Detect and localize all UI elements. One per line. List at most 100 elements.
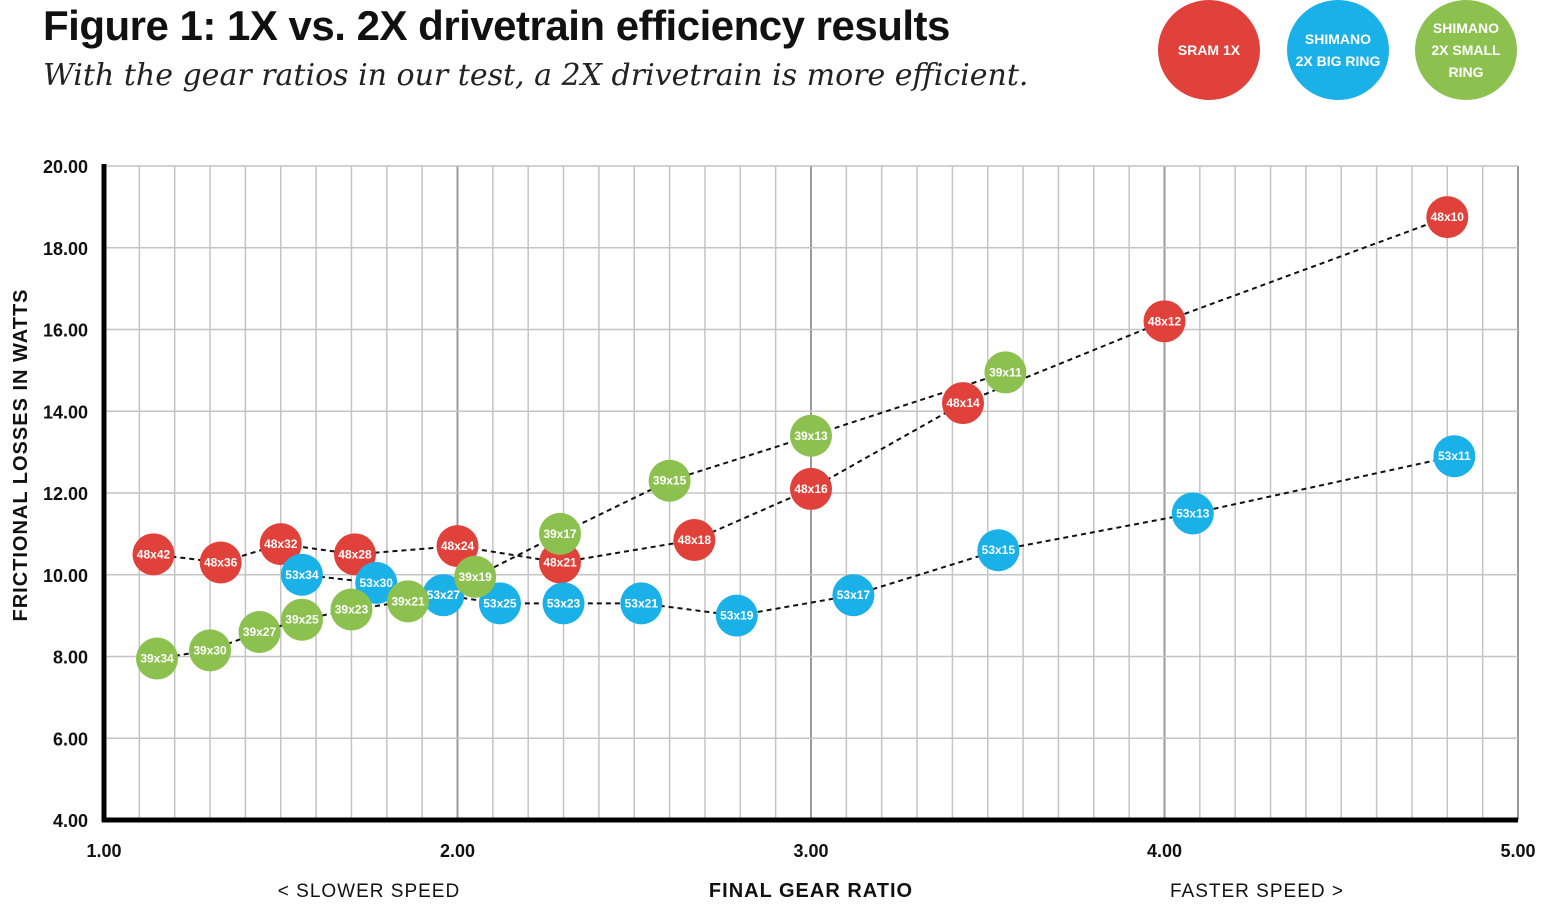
data-point-marker	[280, 553, 323, 596]
data-point: 39x30	[189, 629, 232, 672]
x-tick-label: 4.00	[1147, 841, 1182, 861]
data-point-marker	[648, 459, 691, 502]
y-tick-label: 16.00	[43, 321, 88, 341]
data-point-marker	[136, 637, 179, 680]
data-point-label: 39x34	[140, 652, 174, 666]
data-point-marker	[542, 582, 585, 625]
data-point-marker	[1426, 196, 1469, 239]
data-point-marker	[942, 382, 985, 425]
data-point-label: 39x21	[391, 594, 425, 608]
chart-subtitle: With the gear ratios in our test, a 2X d…	[43, 58, 1029, 93]
data-point: 39x19	[454, 555, 497, 598]
y-tick-label: 12.00	[43, 484, 88, 504]
legend-item-shimano-big-ring: SHIMANO 2X BIG RING	[1287, 0, 1389, 100]
data-point: 53x25	[478, 582, 521, 625]
data-point-marker	[387, 580, 430, 623]
data-point: 53x19	[715, 594, 758, 637]
data-point-label: 39x15	[653, 474, 687, 488]
x-tick-label: 2.00	[440, 841, 475, 861]
y-tick-labels: 4.00 6.00 8.00 10.00 12.00 14.00 16.00 18.00 20.…	[43, 157, 88, 831]
y-tick-label: 18.00	[43, 239, 88, 259]
axes	[101, 164, 1518, 823]
chart-title: Figure 1: 1X vs. 2X drivetrain efficienc…	[43, 2, 950, 49]
data-point-label: 48x42	[137, 547, 171, 561]
y-axis-title: FRICTIONAL LOSSES IN WATTS	[10, 288, 32, 621]
data-point-marker	[259, 523, 302, 566]
y-tick-label: 8.00	[53, 648, 88, 668]
data-point-label: 39x23	[335, 602, 369, 616]
data-point-label: 53x17	[837, 588, 871, 602]
data-point-marker	[422, 574, 465, 617]
data-point-marker	[539, 512, 582, 555]
data-point: 48x16	[790, 467, 832, 510]
data-point-marker	[1433, 435, 1476, 478]
data-point-marker	[1143, 300, 1186, 343]
data-point: 53x34	[280, 553, 323, 596]
data-point: 53x27	[422, 574, 465, 617]
data-point-label: 53x23	[547, 596, 581, 610]
data-point-marker	[454, 555, 497, 598]
data-point-label: 39x27	[243, 625, 277, 639]
data-point-marker	[673, 519, 716, 562]
data-point-marker	[189, 629, 232, 672]
x-tick-label: 5.00	[1500, 841, 1535, 861]
data-point: 53x13	[1171, 492, 1214, 535]
data-point-marker	[984, 351, 1027, 394]
data-points: 48x42 48x36 48x32 48x28 48x24 48x21 48x18 48x16…	[132, 196, 1476, 680]
data-point: 53x17	[832, 574, 875, 617]
data-point: 39x13	[790, 414, 832, 457]
data-point: 39x21	[387, 580, 430, 623]
data-point: 39x17	[539, 512, 582, 555]
data-point: 48x36	[199, 541, 242, 584]
legend-item-shimano-small-ring: SHIMANO 2X SMALL RING	[1415, 0, 1517, 100]
data-point-label: 48x36	[204, 555, 238, 569]
data-point-label: 53x34	[285, 568, 319, 582]
series-line-0	[153, 216, 1448, 564]
data-point-marker	[333, 533, 376, 576]
data-point-marker	[330, 588, 373, 631]
x-hint-slower: < SLOWER SPEED	[278, 881, 460, 902]
data-point: 39x15	[648, 459, 691, 502]
grid-lines	[103, 165, 1519, 821]
data-point: 39x34	[136, 637, 179, 680]
data-point-label: 53x15	[982, 543, 1016, 557]
data-point: 48x10	[1426, 196, 1469, 239]
y-tick-label: 6.00	[53, 729, 88, 749]
data-point-label: 53x27	[427, 588, 461, 602]
data-point-label: 39x11	[989, 365, 1022, 379]
data-point-label: 48x12	[1148, 314, 1182, 328]
data-point-marker	[790, 414, 832, 457]
x-tick-label: 3.00	[793, 841, 828, 861]
legend-item-sram-1x: SRAM 1X	[1158, 0, 1260, 100]
data-point: 48x42	[132, 533, 175, 576]
data-point: 53x11	[1433, 435, 1476, 478]
data-point-label: 39x19	[458, 570, 492, 584]
data-point: 39x11	[984, 351, 1027, 394]
data-point-label: 53x11	[1438, 449, 1471, 463]
data-point-marker	[355, 561, 398, 604]
y-tick-label: 14.00	[43, 402, 88, 422]
data-point: 48x32	[259, 523, 302, 566]
data-point-label: 39x17	[543, 527, 577, 541]
data-point-label: 39x13	[794, 429, 828, 443]
data-point-label: 48x21	[543, 555, 577, 569]
data-point-marker	[199, 541, 242, 584]
x-tick-label: 1.00	[86, 841, 121, 861]
data-point-label: 48x28	[338, 547, 372, 561]
x-axis-title: FINAL GEAR RATIO	[709, 880, 913, 902]
data-point-label: 53x21	[625, 596, 659, 610]
data-point: 53x15	[977, 529, 1020, 572]
y-tick-label: 10.00	[43, 566, 88, 586]
data-point-marker	[478, 582, 521, 625]
data-point-marker	[132, 533, 175, 576]
data-point-marker	[977, 529, 1020, 572]
y-tick-label: 4.00	[53, 811, 88, 831]
data-point: 48x18	[673, 519, 716, 562]
data-point: 39x23	[330, 588, 373, 631]
data-point-marker	[280, 598, 323, 641]
data-point-label: 53x30	[360, 576, 394, 590]
data-point-label: 48x16	[794, 482, 828, 496]
data-point: 39x25	[280, 598, 323, 641]
data-point: 48x24	[436, 525, 479, 568]
